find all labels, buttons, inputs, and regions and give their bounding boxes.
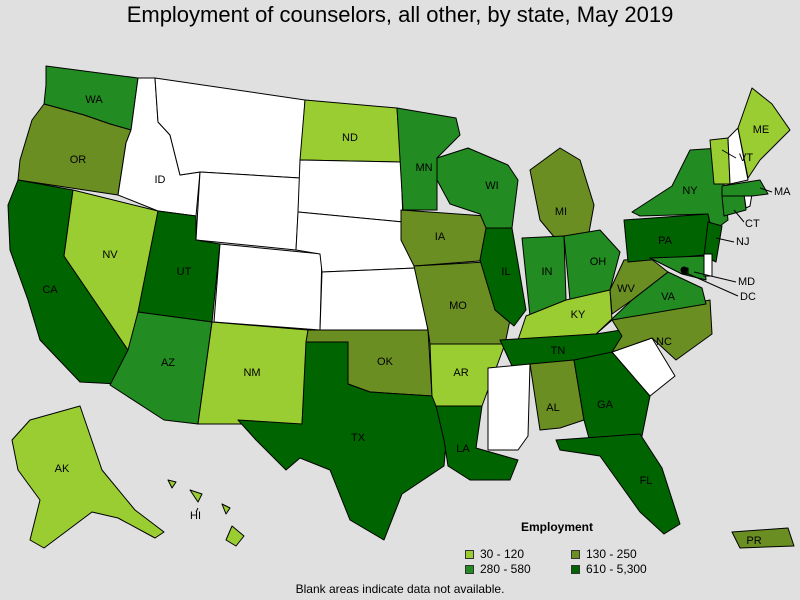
state-fl: [555, 433, 681, 535]
state-ct: [721, 193, 747, 217]
state-ny: [631, 147, 729, 233]
state-sd: [297, 159, 404, 223]
state-label-ga: GA: [597, 399, 614, 411]
state-label-dc: DC: [740, 291, 756, 303]
state-ia: [400, 209, 493, 267]
state-pr: [731, 527, 795, 549]
footnote: Blank areas indicate data not available.: [295, 582, 505, 596]
legend-swatch-1: [465, 549, 474, 559]
state-ks: [319, 267, 429, 331]
legend-swatch-2: [571, 549, 580, 559]
legend-item-1: 30 - 120: [465, 547, 524, 561]
leader-line-md: [693, 271, 737, 283]
legend-label-1: 30 - 120: [480, 547, 525, 561]
state-label-nc: NC: [656, 336, 672, 348]
leader-line-ct: [733, 209, 745, 223]
state-ak: [11, 405, 165, 549]
state-ms: [487, 363, 531, 451]
state-hi: [167, 479, 245, 547]
state-wy: [195, 171, 301, 251]
legend-item-4: 610 - 5,300: [571, 562, 647, 576]
state-label-ok: OK: [377, 356, 394, 368]
state-ma: [721, 179, 769, 197]
state-label-nj: NJ: [736, 236, 749, 248]
state-label-me: ME: [753, 124, 770, 136]
state-label-oh: OH: [590, 256, 607, 268]
state-label-id: ID: [155, 174, 166, 186]
state-label-la: LA: [456, 443, 470, 455]
state-label-hi: HI: [190, 510, 201, 522]
state-label-in: IN: [542, 266, 553, 278]
state-de: [703, 253, 713, 277]
leader-line-hi: [195, 507, 199, 513]
state-mi: [529, 147, 595, 239]
state-wv: [609, 257, 669, 315]
state-me: [737, 87, 791, 179]
state-label-il: IL: [501, 266, 510, 278]
legend-label-4: 610 - 5,300: [586, 562, 647, 576]
legend-label-3: 280 - 580: [480, 562, 531, 576]
legend-swatch-4: [571, 564, 580, 574]
state-nj: [703, 221, 723, 263]
state-la: [435, 405, 519, 481]
state-label-pa: PA: [658, 235, 673, 247]
state-label-wi: WI: [485, 180, 498, 192]
state-il: [479, 227, 527, 327]
state-md: [649, 255, 707, 281]
state-label-ar: AR: [453, 367, 468, 379]
legend-title: Employment: [521, 520, 594, 534]
state-label-ky: KY: [571, 309, 586, 321]
legend-item-3: 280 - 580: [465, 562, 531, 576]
legend-label-2: 130 - 250: [586, 547, 637, 561]
state-vt: [709, 137, 731, 185]
state-label-ma: MA: [774, 186, 791, 198]
map-title: Employment of counselors, all other, by …: [126, 2, 674, 27]
state-label-or: OR: [70, 154, 87, 166]
state-label-va: VA: [661, 291, 676, 303]
state-label-al: AL: [546, 402, 559, 414]
state-label-wv: WV: [617, 283, 635, 295]
legend-swatch-3: [465, 564, 474, 574]
state-al: [529, 359, 585, 431]
dc-marker: [680, 266, 688, 274]
leader-line-nj: [715, 237, 735, 243]
leader-line-ma: [759, 187, 773, 193]
state-co: [213, 243, 323, 331]
state-label-ny: NY: [682, 185, 698, 197]
state-label-ct: CT: [745, 218, 760, 230]
state-label-az: AZ: [161, 357, 175, 369]
state-label-nv: NV: [102, 249, 118, 261]
state-label-fl: FL: [640, 475, 653, 487]
state-nh: [727, 127, 749, 185]
state-tx: [237, 341, 449, 541]
state-label-ia: IA: [435, 231, 446, 243]
state-oh: [563, 229, 621, 301]
state-label-ak: AK: [55, 463, 70, 475]
state-label-tx: TX: [351, 432, 366, 444]
state-label-mi: MI: [555, 206, 567, 218]
state-label-ut: UT: [177, 266, 192, 278]
leader-line-dc: [683, 271, 739, 297]
state-label-ca: CA: [42, 284, 58, 296]
state-label-nd: ND: [342, 132, 358, 144]
state-label-pr: PR: [746, 535, 761, 547]
state-mt: [154, 77, 306, 179]
legend-item-2: 130 - 250: [571, 547, 637, 561]
state-label-md: MD: [738, 276, 755, 288]
state-label-mn: MN: [415, 162, 432, 174]
state-label-mo: MO: [449, 300, 467, 312]
leader-line-vt: [721, 149, 737, 159]
state-label-wa: WA: [85, 94, 103, 106]
state-label-tn: TN: [551, 345, 566, 357]
state-label-nm: NM: [243, 367, 260, 379]
state-label-vt: VT: [739, 152, 753, 164]
